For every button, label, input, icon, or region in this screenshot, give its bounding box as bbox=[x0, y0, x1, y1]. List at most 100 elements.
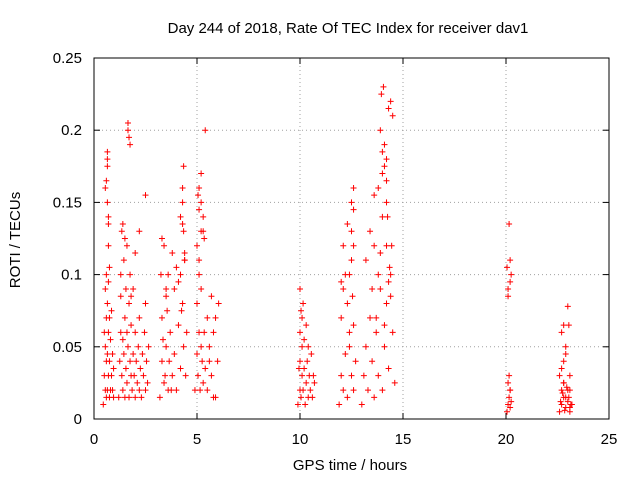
data-point bbox=[208, 293, 215, 300]
data-point bbox=[344, 300, 351, 307]
data-point bbox=[180, 163, 187, 170]
data-point bbox=[199, 358, 206, 365]
data-point bbox=[385, 365, 392, 372]
data-point bbox=[106, 358, 113, 365]
data-point bbox=[162, 372, 169, 379]
data-point bbox=[163, 293, 170, 300]
data-point bbox=[117, 271, 124, 278]
data-point bbox=[364, 387, 371, 394]
data-point bbox=[104, 163, 111, 170]
data-point bbox=[139, 351, 146, 358]
data-point bbox=[338, 314, 345, 321]
data-point bbox=[198, 170, 205, 177]
data-point bbox=[346, 329, 353, 336]
data-point bbox=[169, 249, 176, 256]
plot-frame bbox=[93, 57, 610, 420]
data-point bbox=[340, 242, 347, 249]
data-point bbox=[508, 398, 515, 405]
data-point bbox=[195, 192, 202, 199]
data-point bbox=[299, 372, 306, 379]
data-point bbox=[177, 365, 184, 372]
data-point bbox=[127, 271, 134, 278]
data-point bbox=[350, 206, 357, 213]
data-point bbox=[179, 199, 186, 206]
data-point bbox=[340, 286, 347, 293]
data-point bbox=[157, 271, 164, 278]
data-point bbox=[196, 329, 203, 336]
data-point bbox=[506, 372, 513, 379]
data-point bbox=[168, 387, 175, 394]
data-point bbox=[346, 271, 353, 278]
data-point bbox=[298, 307, 305, 314]
data-point bbox=[122, 286, 129, 293]
data-point bbox=[179, 221, 186, 228]
data-point bbox=[304, 358, 311, 365]
data-point bbox=[381, 322, 388, 329]
data-point bbox=[119, 336, 126, 343]
data-point bbox=[126, 300, 133, 307]
data-point bbox=[385, 105, 392, 112]
data-point bbox=[198, 343, 205, 350]
data-point bbox=[383, 242, 390, 249]
data-point bbox=[300, 387, 307, 394]
data-point bbox=[297, 286, 303, 293]
data-point bbox=[201, 329, 208, 336]
data-point bbox=[348, 199, 355, 206]
data-point bbox=[202, 127, 209, 134]
data-point bbox=[106, 314, 113, 321]
data-point bbox=[104, 300, 111, 307]
data-point bbox=[210, 394, 217, 401]
data-point bbox=[161, 242, 168, 249]
data-point bbox=[119, 221, 126, 228]
data-point bbox=[102, 343, 109, 350]
data-point bbox=[158, 235, 165, 242]
data-point bbox=[175, 322, 182, 329]
data-point bbox=[105, 221, 112, 228]
data-point bbox=[136, 387, 143, 394]
data-point bbox=[123, 379, 130, 386]
data-point bbox=[196, 184, 203, 191]
data-point bbox=[175, 278, 182, 285]
data-point bbox=[181, 257, 188, 264]
data-point bbox=[350, 387, 357, 394]
data-point bbox=[129, 387, 136, 394]
data-point bbox=[380, 83, 387, 90]
data-point bbox=[158, 358, 165, 365]
data-point bbox=[104, 148, 111, 155]
data-point bbox=[169, 372, 176, 379]
data-point bbox=[558, 329, 565, 336]
data-point bbox=[181, 249, 188, 256]
data-point bbox=[200, 379, 207, 386]
data-point bbox=[348, 257, 355, 264]
data-point bbox=[118, 228, 125, 235]
data-point bbox=[566, 387, 573, 394]
data-point bbox=[208, 372, 215, 379]
data-point bbox=[506, 221, 513, 228]
data-point bbox=[562, 343, 569, 350]
data-point bbox=[309, 394, 316, 401]
data-point bbox=[116, 358, 123, 365]
data-point bbox=[173, 387, 180, 394]
data-point bbox=[196, 271, 203, 278]
data-point bbox=[504, 264, 511, 271]
data-point bbox=[127, 358, 134, 365]
data-point bbox=[142, 192, 149, 199]
data-point bbox=[300, 300, 307, 307]
data-point bbox=[166, 358, 173, 365]
x-axis-label: GPS time / hours bbox=[293, 457, 407, 474]
data-point bbox=[120, 257, 127, 264]
data-point bbox=[349, 293, 356, 300]
data-point bbox=[367, 228, 374, 235]
data-point bbox=[104, 156, 111, 163]
data-point bbox=[105, 213, 112, 220]
data-point bbox=[118, 372, 125, 379]
data-point bbox=[565, 322, 572, 329]
data-point bbox=[566, 372, 573, 379]
data-point bbox=[383, 177, 390, 184]
data-point bbox=[136, 228, 143, 235]
data-point bbox=[179, 300, 186, 307]
data-point bbox=[128, 322, 135, 329]
data-point bbox=[206, 343, 213, 350]
data-point bbox=[303, 322, 310, 329]
data-point bbox=[556, 372, 563, 379]
